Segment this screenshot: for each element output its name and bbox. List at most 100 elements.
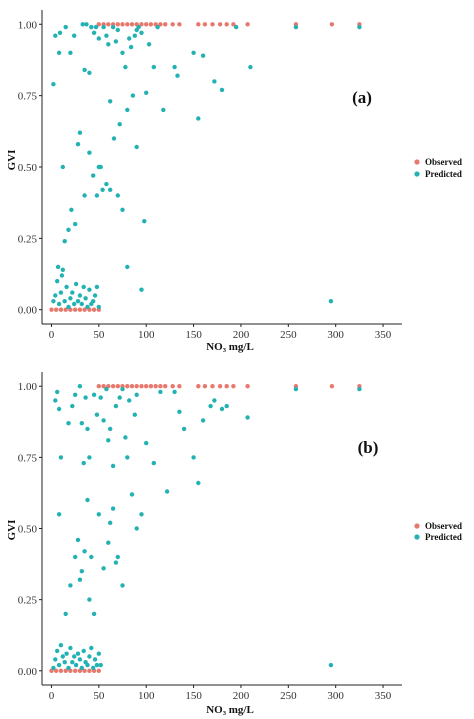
panel-a-point-predicted: [357, 24, 362, 30]
panel-a-x-tick-label: 100: [138, 329, 155, 341]
panel-a-point-predicted: [75, 299, 81, 304]
panel-b-point-predicted: [98, 395, 103, 400]
panel-a-point-predicted: [128, 44, 134, 50]
panel-a-point-predicted: [70, 290, 75, 295]
panel-b-point-observed: [54, 668, 59, 673]
panel-a-point-predicted: [125, 107, 130, 113]
panel-b-point-predicted: [151, 460, 156, 466]
panel-a-point-predicted: [110, 24, 116, 30]
panel-b-point-predicted: [94, 412, 100, 417]
panel-a-point-predicted: [58, 290, 64, 295]
panel-b-point-predicted: [200, 418, 206, 423]
panel-a-y-tick-label: 0.50: [18, 162, 38, 174]
panel-a-point-predicted: [219, 87, 225, 93]
panel-b-point-predicted: [55, 389, 60, 395]
panel-b-point-predicted: [98, 662, 103, 668]
panel-b-y-tick-label: 0.75: [18, 452, 38, 464]
panel-b-point-predicted: [77, 384, 83, 389]
panel-a-point-predicted: [69, 207, 74, 212]
panel-a-point-predicted: [81, 284, 86, 290]
panel-a-label: (a): [352, 88, 372, 107]
panel-a-point-predicted: [63, 24, 68, 30]
panel-a-point-predicted: [87, 287, 92, 292]
panel-a-point-predicted: [53, 33, 58, 38]
panel-a-point-predicted: [93, 24, 99, 30]
panel-a-point-observed: [125, 22, 130, 27]
panel-b-y-tick-label: 0.50: [18, 524, 38, 536]
panel-a-point-predicted: [62, 239, 67, 244]
panel-a-point-predicted: [75, 142, 81, 147]
panel-a-point-predicted: [79, 301, 85, 307]
panel-b-point-predicted: [106, 438, 111, 443]
panel-a-point-predicted: [60, 267, 65, 272]
panel-b-point-predicted: [77, 577, 83, 582]
panel-b-point-observed: [210, 384, 215, 389]
panel-a-axes: 0 50 100 150 200 250 300 350 0.00 0.25 0.50 0.75 1.0…: [18, 10, 402, 341]
panel-b-point-predicted: [91, 392, 97, 397]
panel-a-legend-observed-label: Observed: [425, 157, 462, 167]
panel-b-point-predicted: [219, 406, 225, 412]
panel-b-point-predicted: [70, 403, 75, 409]
panel-b-point-observed: [231, 384, 236, 389]
panel-a-point-predicted: [92, 293, 98, 298]
panel-b-point-predicted: [87, 654, 92, 659]
panel-a-y-axis-title: GVI: [6, 150, 18, 171]
panel-a-point-predicted: [56, 301, 62, 307]
panel-b-point-predicted: [72, 654, 77, 659]
panel-a-point-predicted: [146, 42, 152, 47]
panel-b-point-predicted: [53, 657, 58, 662]
panel-a-point-predicted: [77, 293, 83, 298]
panel-a-point-predicted: [91, 299, 96, 304]
panel-b-point-predicted: [55, 648, 60, 654]
panel-b-y-tick-label: 0.25: [18, 595, 38, 607]
panel-b-point-predicted: [129, 492, 135, 497]
panel-a-point-predicted: [108, 187, 113, 192]
panel-a-point-observed: [82, 307, 87, 312]
panel-b-point-predicted: [91, 665, 96, 671]
panel-b-point-predicted: [85, 662, 90, 668]
panel-b-point-observed: [73, 668, 78, 673]
panel-a-point-predicted: [175, 73, 180, 78]
panel-a-point-predicted: [115, 193, 121, 198]
panel-b-legend-observed-label: Observed: [425, 521, 462, 531]
panel-a-point-predicted: [51, 299, 56, 304]
panel-a-point-predicted: [113, 39, 119, 44]
panel-a-point-predicted: [51, 82, 56, 87]
panel-b-legend-observed-key: [414, 523, 420, 529]
panel-a-point-predicted: [73, 281, 79, 287]
panel-b-point-predicted: [101, 566, 106, 571]
panel-a-point-predicted: [91, 30, 97, 35]
panel-b-point-predicted: [83, 395, 88, 400]
panel-a-point-predicted: [172, 64, 177, 70]
panel-a-point-observed: [139, 22, 144, 27]
panel-a-point-predicted: [151, 64, 156, 70]
panel-a-point-predicted: [191, 50, 196, 55]
panel-b-x-tick-label: 350: [375, 690, 392, 702]
panel-b-points: [49, 384, 362, 673]
panel-a-point-predicted: [127, 36, 132, 41]
panel-a-point-predicted: [106, 42, 111, 47]
panel-b-point-predicted: [224, 403, 229, 409]
panel-b-point-predicted: [208, 403, 213, 409]
panel-b-point-observed: [153, 384, 158, 389]
panel-a-point-predicted: [104, 181, 109, 187]
panel-b-point-observed: [196, 384, 201, 389]
panel-b-point-predicted: [328, 662, 334, 668]
panel-a-x-tick-label: 250: [280, 329, 297, 341]
panel-a-point-predicted: [73, 221, 78, 227]
panel-a-point-observed: [177, 22, 182, 27]
panel-b-point-predicted: [64, 651, 69, 656]
panel-b-point-predicted: [79, 665, 85, 671]
panel-b-point-observed: [63, 668, 68, 673]
panel-b-point-predicted: [117, 395, 122, 400]
panel-a-point-predicted: [66, 227, 71, 232]
panel-a-point-predicted: [66, 304, 71, 310]
panel-b-point-predicted: [66, 665, 71, 671]
panel-a-point-observed: [245, 22, 250, 27]
panel-b-point-predicted: [73, 554, 78, 560]
panel-a-point-predicted: [68, 296, 73, 301]
panel-b-point-predicted: [60, 654, 65, 659]
panel-b-point-predicted: [144, 440, 149, 446]
panel-a-point-predicted: [87, 150, 92, 155]
